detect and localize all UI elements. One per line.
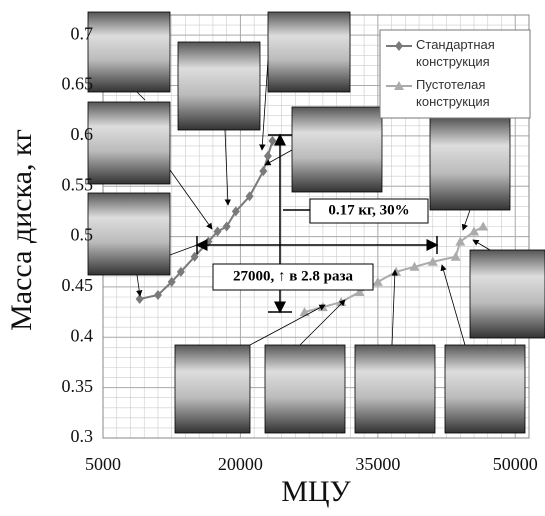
y-tick-label: 0.65 [62,74,94,94]
x-tick-label: 35000 [355,454,400,474]
y-axis-title: Масса диска, кг [5,129,38,331]
point [264,151,272,161]
y-tick-label: 0.5 [71,225,94,245]
point [469,227,479,236]
annotation: 27000, ↑ в 2.8 раза [233,268,353,284]
y-tick-label: 0.3 [71,426,94,446]
y-tick-label: 0.35 [62,376,94,396]
x-axis-title: МЦУ [281,475,351,508]
x-tick-label: 20000 [218,454,263,474]
y-tick-label: 0.7 [71,23,94,43]
point [336,297,346,306]
y-tick-label: 0.45 [62,275,94,295]
point [373,277,383,286]
point [451,252,461,261]
x-tick-label: 5000 [85,454,121,474]
y-tick-label: 0.6 [71,124,94,144]
chart: МЦУ Масса диска, кг 0.17 кг, 30% 27000, … [0,0,545,511]
y-tick-label: 0.4 [71,325,94,345]
point [268,136,276,146]
x-tick-label: 50000 [493,454,538,474]
point [478,222,488,231]
y-tick-label: 0.55 [62,174,94,194]
annotation: 0.17 кг, 30% [328,202,409,218]
